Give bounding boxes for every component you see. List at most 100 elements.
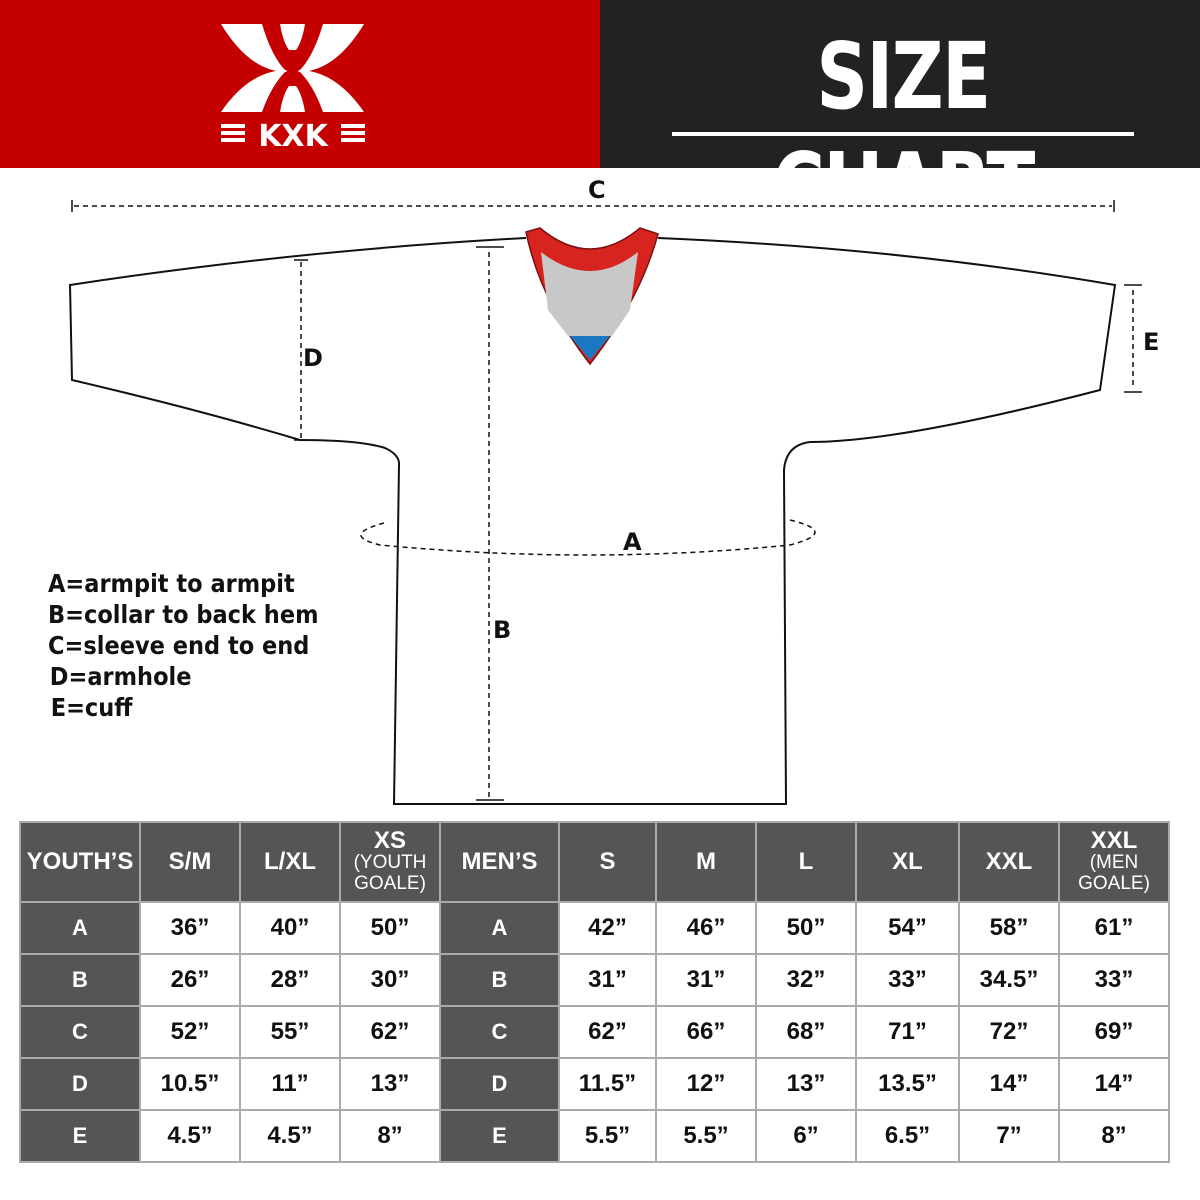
men-value: 11.5” bbox=[560, 1059, 655, 1109]
legend-item: E=cuff bbox=[50, 693, 133, 722]
table-row: D 10.5” 11” 13” D 11.5” 12” 13” 13.5” 14” 14” bbox=[21, 1059, 1168, 1109]
men-value: 8” bbox=[1060, 1111, 1168, 1161]
youth-value: 40” bbox=[241, 903, 339, 953]
men-value: 62” bbox=[560, 1007, 655, 1057]
youth-value: 8” bbox=[341, 1111, 439, 1161]
youth-value: 55” bbox=[241, 1007, 339, 1057]
row-label: C bbox=[441, 1007, 558, 1057]
men-value: 13” bbox=[757, 1059, 855, 1109]
size-sublabel: GOALE) bbox=[354, 873, 426, 894]
size-label: XXL bbox=[1090, 827, 1138, 854]
men-value: 7” bbox=[960, 1111, 1058, 1161]
youth-value: 26” bbox=[141, 955, 239, 1005]
youth-value: 11” bbox=[241, 1059, 339, 1109]
youth-value: 52” bbox=[141, 1007, 239, 1057]
size-header: L/XL bbox=[241, 823, 339, 901]
row-label: D bbox=[21, 1059, 139, 1109]
row-label: B bbox=[441, 955, 558, 1005]
men-value: 13.5” bbox=[857, 1059, 958, 1109]
men-value: 68” bbox=[757, 1007, 855, 1057]
brand-banner: KXK bbox=[0, 0, 600, 168]
size-label: M bbox=[696, 848, 716, 875]
svg-text:KXK: KXK bbox=[258, 119, 329, 154]
size-sublabel: GOALE) bbox=[1078, 873, 1150, 894]
size-header: XL bbox=[857, 823, 958, 901]
youth-value: 62” bbox=[341, 1007, 439, 1057]
men-value: 46” bbox=[657, 903, 755, 953]
men-value: 33” bbox=[857, 955, 958, 1005]
legend-item: D=armhole bbox=[49, 662, 192, 691]
size-header: L bbox=[757, 823, 855, 901]
size-header: M bbox=[657, 823, 755, 901]
row-label: B bbox=[21, 955, 139, 1005]
men-value: 71” bbox=[857, 1007, 958, 1057]
men-value: 32” bbox=[757, 955, 855, 1005]
row-label: E bbox=[21, 1111, 139, 1161]
men-value: 5.5” bbox=[560, 1111, 655, 1161]
legend-item: A=armpit to armpit bbox=[48, 569, 295, 598]
men-value: 12” bbox=[657, 1059, 755, 1109]
label-e: E bbox=[1143, 328, 1160, 356]
size-sublabel: (MEN bbox=[1089, 852, 1139, 873]
men-value: 6” bbox=[757, 1111, 855, 1161]
men-value: 31” bbox=[560, 955, 655, 1005]
youth-value: 4.5” bbox=[141, 1111, 239, 1161]
label-c: C bbox=[588, 176, 606, 204]
size-label: XS bbox=[373, 827, 406, 854]
jersey-outline bbox=[68, 237, 1117, 805]
legend-item: B=collar to back hem bbox=[48, 600, 319, 629]
men-value: 5.5” bbox=[657, 1111, 755, 1161]
men-value: 72” bbox=[960, 1007, 1058, 1057]
row-label: E bbox=[441, 1111, 558, 1161]
size-label: XXL bbox=[985, 848, 1033, 875]
size-header: XS (YOUTH GOALE) bbox=[341, 823, 439, 901]
youth-value: 13” bbox=[341, 1059, 439, 1109]
kxk-logo: KXK bbox=[221, 24, 365, 154]
size-sublabel: (YOUTH bbox=[353, 852, 427, 873]
men-value: 14” bbox=[1060, 1059, 1168, 1109]
table-row: B 26” 28” 30” B 31” 31” 32” 33” 34.5” 33” bbox=[21, 955, 1168, 1005]
men-value: 34.5” bbox=[960, 955, 1058, 1005]
youth-value: 30” bbox=[341, 955, 439, 1005]
row-label: C bbox=[21, 1007, 139, 1057]
men-value: 14” bbox=[960, 1059, 1058, 1109]
men-value: 50” bbox=[757, 903, 855, 953]
label-b: B bbox=[493, 616, 512, 644]
size-header: XXL (MEN GOALE) bbox=[1060, 823, 1168, 901]
size-label: S bbox=[599, 848, 616, 875]
size-table: YOUTH’S S/M L/XL XS (YOUTH GOALE) MEN’S S M L XL XX… bbox=[19, 821, 1170, 1163]
men-value: 31” bbox=[657, 955, 755, 1005]
size-header: S/M bbox=[141, 823, 239, 901]
row-label: A bbox=[21, 903, 139, 953]
jersey-diagram bbox=[68, 200, 1142, 805]
row-label: A bbox=[441, 903, 558, 953]
title-banner bbox=[600, 0, 1200, 168]
label-a: A bbox=[623, 528, 642, 556]
youth-value: 10.5” bbox=[141, 1059, 239, 1109]
youth-value: 28” bbox=[241, 955, 339, 1005]
title-underline bbox=[672, 132, 1134, 136]
page-title: SIZE CHART bbox=[772, 23, 1035, 240]
measurement-legend: A=armpit to armpit B=collar to back hem … bbox=[48, 568, 319, 723]
youth-value: 4.5” bbox=[241, 1111, 339, 1161]
men-value: 33” bbox=[1060, 955, 1168, 1005]
men-value: 69” bbox=[1060, 1007, 1168, 1057]
table-row: C 52” 55” 62” C 62” 66” 68” 71” 72” 69” bbox=[21, 1007, 1168, 1057]
size-label: XL bbox=[892, 848, 923, 875]
men-value: 6.5” bbox=[857, 1111, 958, 1161]
men-value: 54” bbox=[857, 903, 958, 953]
legend-item: C=sleeve end to end bbox=[48, 631, 310, 660]
men-value: 66” bbox=[657, 1007, 755, 1057]
row-label: D bbox=[441, 1059, 558, 1109]
size-label: S/M bbox=[168, 848, 212, 875]
size-header: S bbox=[560, 823, 655, 901]
men-value: 58” bbox=[960, 903, 1058, 953]
youth-header: YOUTH’S bbox=[21, 823, 139, 901]
label-d: D bbox=[303, 344, 323, 372]
men-value: 42” bbox=[560, 903, 655, 953]
table-row: A 36” 40” 50” A 42” 46” 50” 54” 58” 61” bbox=[21, 903, 1168, 953]
youth-value: 36” bbox=[141, 903, 239, 953]
youth-value: 50” bbox=[341, 903, 439, 953]
size-header: XXL bbox=[960, 823, 1058, 901]
table-row: E 4.5” 4.5” 8” E 5.5” 5.5” 6” 6.5” 7” 8” bbox=[21, 1111, 1168, 1161]
